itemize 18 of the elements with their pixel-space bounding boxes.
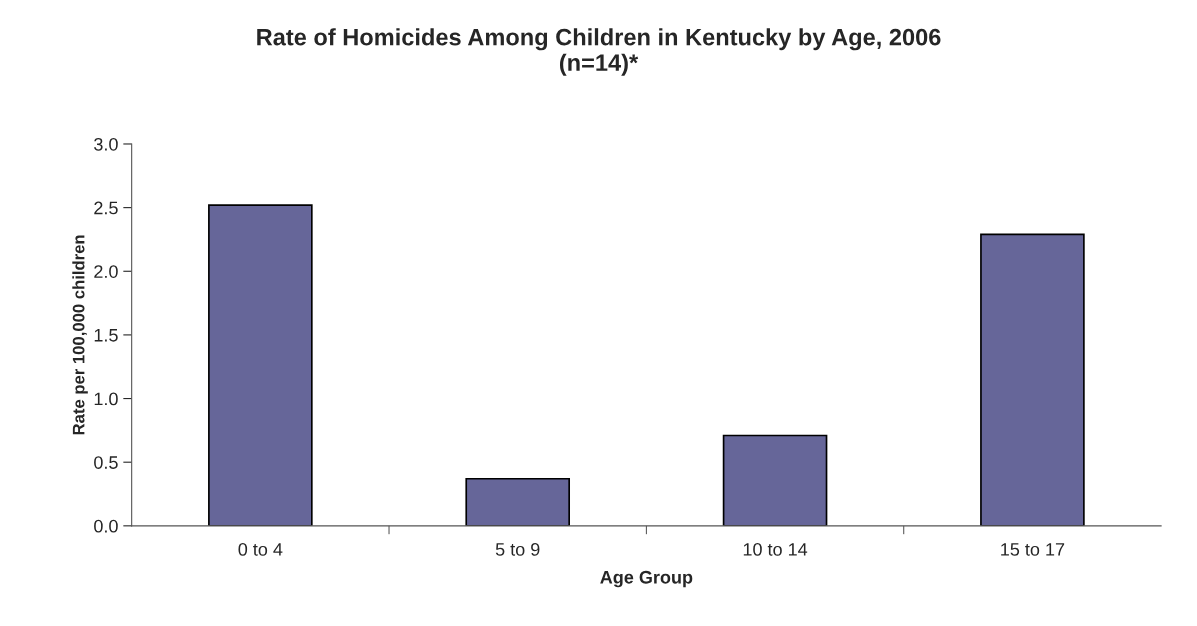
bar [722,434,828,526]
bar [465,477,571,526]
y-tick-label: 3.0 [94,137,118,151]
y-tick-label: 2.0 [94,265,118,278]
bar [208,204,313,526]
y-tick-label: 0.0 [94,519,118,533]
x-tick-label: 15 to 17 [1001,543,1065,556]
y-tick-label: 1.0 [94,392,118,406]
x-tick-label: 10 to 14 [743,542,808,556]
y-tick-label: 0.5 [94,456,118,469]
x-tick-label: 0 to 4 [238,542,283,556]
y-tick-label: 1.5 [94,329,118,342]
x-tick-label: 5 to 9 [495,542,540,556]
y-tick-label: 2.5 [94,201,118,215]
y-axis-title: Rate per 100,000 children [72,235,88,435]
x-axis-title: Age Group [600,570,693,588]
chart-title: Rate of Homicides Among Children in Kentucky by Age, 2006 (n=14)* [257,28,941,76]
bar [980,233,1085,526]
